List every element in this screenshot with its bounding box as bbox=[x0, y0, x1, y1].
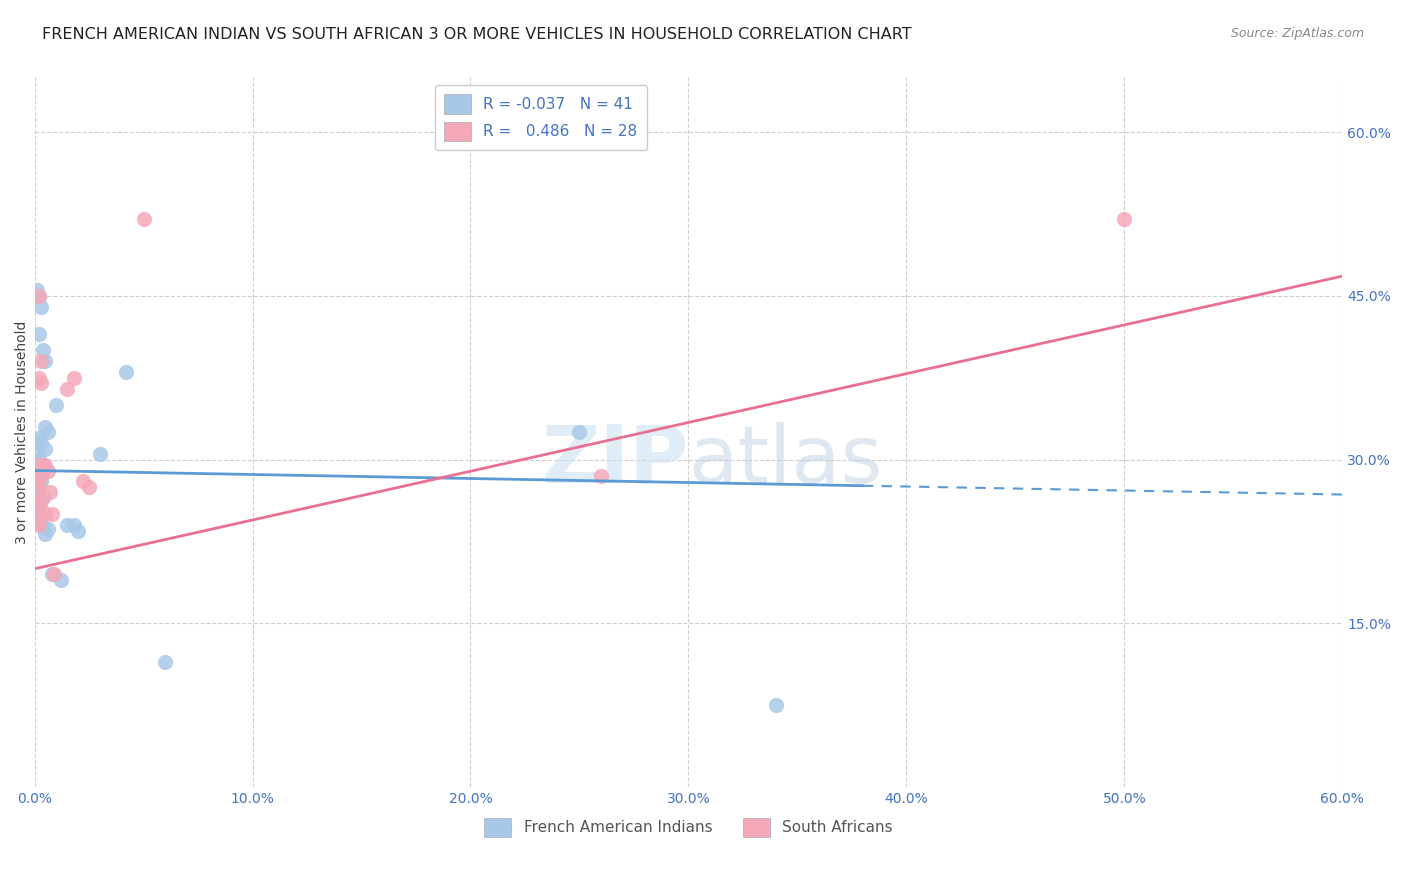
Point bbox=[30, 436, 52, 450]
Point bbox=[591, 469, 613, 483]
Point bbox=[28, 326, 51, 341]
Point bbox=[28, 467, 51, 482]
Point bbox=[89, 447, 111, 461]
Point bbox=[25, 485, 48, 500]
Point bbox=[34, 458, 56, 472]
Point bbox=[37, 425, 59, 440]
Point bbox=[30, 354, 52, 368]
Point bbox=[72, 475, 94, 489]
Point bbox=[37, 523, 59, 537]
Point bbox=[30, 475, 52, 489]
Point bbox=[77, 480, 100, 494]
Point bbox=[25, 496, 48, 510]
Point bbox=[30, 501, 52, 516]
Point bbox=[67, 524, 90, 538]
Point bbox=[34, 420, 56, 434]
Point bbox=[25, 458, 48, 472]
Point bbox=[28, 496, 51, 510]
Text: FRENCH AMERICAN INDIAN VS SOUTH AFRICAN 3 OR MORE VEHICLES IN HOUSEHOLD CORRELAT: FRENCH AMERICAN INDIAN VS SOUTH AFRICAN … bbox=[42, 27, 912, 42]
Point bbox=[28, 496, 51, 510]
Point bbox=[28, 511, 51, 525]
Point bbox=[41, 567, 63, 582]
Point bbox=[56, 518, 79, 533]
Point bbox=[28, 452, 51, 467]
Point bbox=[32, 343, 55, 358]
Point bbox=[25, 516, 48, 530]
Point bbox=[30, 457, 52, 471]
Point bbox=[30, 469, 52, 483]
Point bbox=[56, 382, 79, 396]
Text: atlas: atlas bbox=[689, 422, 883, 500]
Y-axis label: 3 or more Vehicles in Household: 3 or more Vehicles in Household bbox=[15, 320, 30, 544]
Point bbox=[32, 491, 55, 505]
Point bbox=[37, 463, 59, 477]
Point bbox=[32, 461, 55, 475]
Legend: French American Indians, South Africans: French American Indians, South Africans bbox=[478, 812, 900, 843]
Point bbox=[25, 513, 48, 527]
Point bbox=[34, 507, 56, 521]
Point bbox=[34, 354, 56, 368]
Point bbox=[34, 526, 56, 541]
Point bbox=[62, 370, 84, 384]
Point bbox=[30, 300, 52, 314]
Point bbox=[28, 518, 51, 533]
Point bbox=[25, 475, 48, 489]
Point bbox=[49, 573, 72, 587]
Point bbox=[1114, 212, 1136, 227]
Point bbox=[28, 431, 51, 445]
Point bbox=[25, 472, 48, 486]
Point bbox=[44, 567, 66, 582]
Point bbox=[132, 212, 155, 227]
Point bbox=[115, 365, 138, 379]
Point bbox=[25, 284, 48, 298]
Point bbox=[28, 289, 51, 303]
Point bbox=[765, 698, 787, 713]
Point bbox=[38, 485, 60, 500]
Point bbox=[28, 479, 51, 493]
Text: ZIP: ZIP bbox=[541, 422, 689, 500]
Point bbox=[32, 490, 55, 504]
Point bbox=[28, 480, 51, 494]
Point bbox=[25, 500, 48, 515]
Point bbox=[41, 507, 63, 521]
Point bbox=[568, 425, 591, 440]
Point bbox=[32, 520, 55, 534]
Text: Source: ZipAtlas.com: Source: ZipAtlas.com bbox=[1230, 27, 1364, 40]
Point bbox=[34, 442, 56, 456]
Point bbox=[25, 447, 48, 461]
Point bbox=[28, 370, 51, 384]
Point bbox=[32, 458, 55, 472]
Point bbox=[62, 518, 84, 533]
Point bbox=[155, 655, 177, 669]
Point bbox=[30, 505, 52, 519]
Point bbox=[45, 398, 67, 412]
Point bbox=[30, 376, 52, 391]
Point bbox=[25, 435, 48, 450]
Point bbox=[28, 289, 51, 303]
